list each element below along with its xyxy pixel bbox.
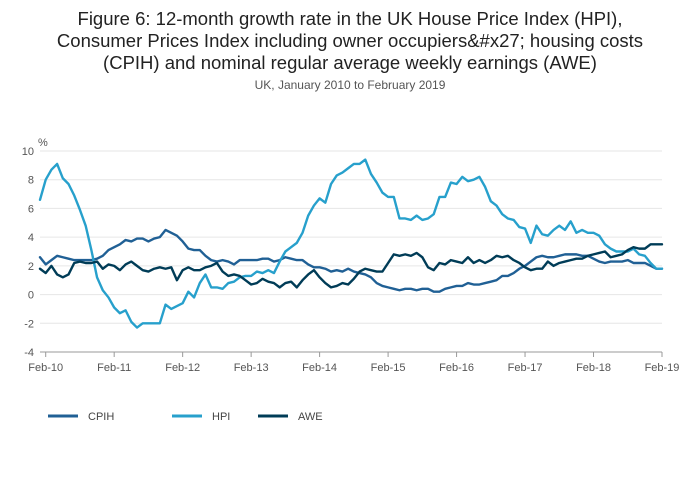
series-line-hpi bbox=[38, 158, 664, 329]
legend: CPIH HPI AWE bbox=[48, 411, 323, 423]
series-lines bbox=[38, 158, 664, 329]
x-tick-label: Feb-13 bbox=[234, 362, 269, 374]
x-tick-label: Feb-17 bbox=[508, 362, 543, 374]
legend-label-hpi: HPI bbox=[212, 411, 230, 423]
chart-title: Figure 6: 12-month growth rate in the UK… bbox=[0, 8, 700, 74]
x-tick-label: Feb-19 bbox=[645, 362, 680, 374]
chart-title-line-1: Figure 6: 12-month growth rate in the UK… bbox=[77, 8, 623, 29]
x-tick-label: Feb-18 bbox=[576, 362, 611, 374]
series-line-awe bbox=[38, 243, 664, 289]
y-tick-label: 8 bbox=[28, 175, 34, 187]
x-tick-label: Feb-12 bbox=[165, 362, 200, 374]
x-tick-label: Feb-14 bbox=[302, 362, 337, 374]
chart-title-line-2: Consumer Prices Index including owner oc… bbox=[56, 30, 644, 51]
x-tick-label: Feb-15 bbox=[371, 362, 406, 374]
y-tick-label: 0 bbox=[28, 290, 34, 302]
legend-label-awe: AWE bbox=[298, 411, 323, 423]
chart-subtitle: UK, January 2010 to February 2019 bbox=[254, 78, 446, 92]
legend-label-cpih: CPIH bbox=[88, 411, 114, 423]
x-tick-label: Feb-10 bbox=[28, 362, 63, 374]
y-tick-label: 2 bbox=[28, 261, 34, 273]
gridlines bbox=[40, 150, 662, 353]
y-tick-label: 6 bbox=[28, 203, 34, 215]
x-axis: Feb-10 Feb-11 Feb-12 Feb-13 Feb-14 Feb-15 Feb-… bbox=[28, 351, 680, 374]
series-line-cpih bbox=[38, 228, 664, 293]
y-tick-label: -4 bbox=[24, 347, 34, 359]
x-tick-label: Feb-11 bbox=[97, 362, 131, 374]
y-tick-label: 10 bbox=[22, 146, 34, 158]
y-axis-label: % bbox=[38, 137, 48, 149]
chart-title-line-3: (CPIH) and nominal regular average weekl… bbox=[103, 52, 597, 73]
y-tick-label: 4 bbox=[28, 232, 34, 244]
x-tick-label: Feb-16 bbox=[439, 362, 474, 374]
y-tick-label: -2 bbox=[24, 318, 34, 330]
y-axis: % -4 -2 0 2 4 6 8 10 bbox=[22, 137, 48, 359]
